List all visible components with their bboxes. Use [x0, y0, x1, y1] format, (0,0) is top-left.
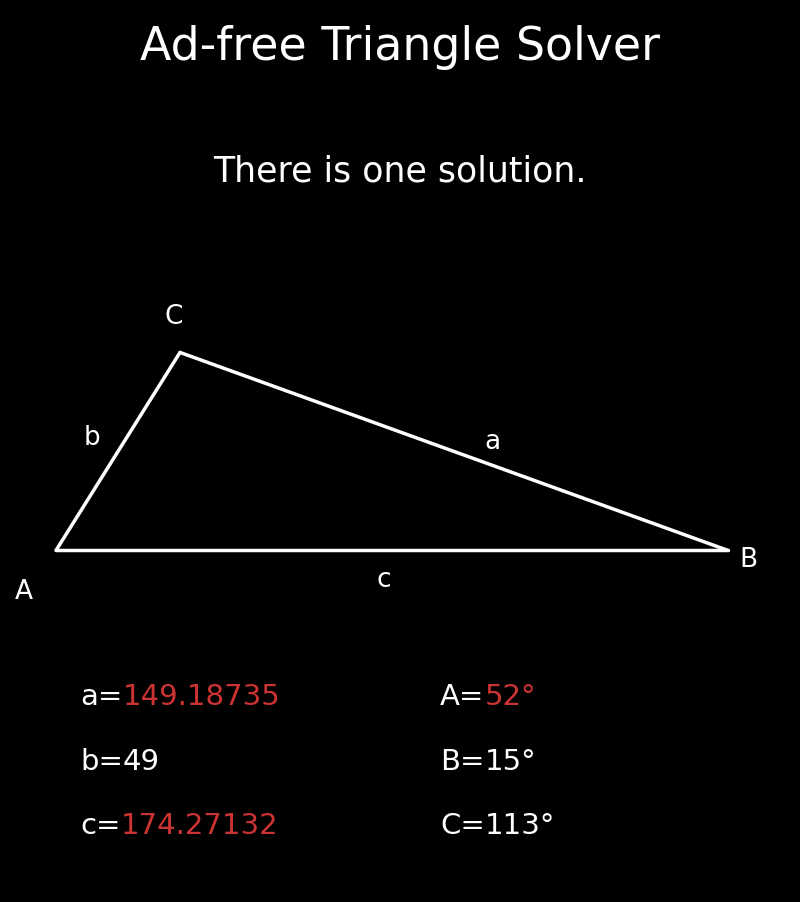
Text: 174.27132: 174.27132 — [121, 811, 278, 839]
Text: B: B — [739, 546, 757, 572]
Text: a=: a= — [80, 682, 122, 710]
Text: b: b — [84, 425, 100, 451]
Text: C=: C= — [440, 811, 485, 839]
Text: 15°: 15° — [485, 747, 536, 775]
Text: a: a — [484, 428, 500, 455]
Text: 52°: 52° — [484, 682, 536, 710]
Text: There is one solution.: There is one solution. — [214, 154, 586, 189]
Text: b=: b= — [80, 747, 123, 775]
Text: 113°: 113° — [485, 811, 555, 839]
Text: 49: 49 — [123, 747, 160, 775]
Text: C: C — [165, 304, 182, 330]
Text: A=: A= — [440, 682, 484, 710]
Text: A: A — [15, 578, 33, 604]
Text: B=: B= — [440, 747, 485, 775]
Text: 149.18735: 149.18735 — [122, 682, 280, 710]
Text: Ad-free Triangle Solver: Ad-free Triangle Solver — [140, 25, 660, 69]
Text: c: c — [377, 566, 391, 592]
Text: c=: c= — [80, 811, 121, 839]
